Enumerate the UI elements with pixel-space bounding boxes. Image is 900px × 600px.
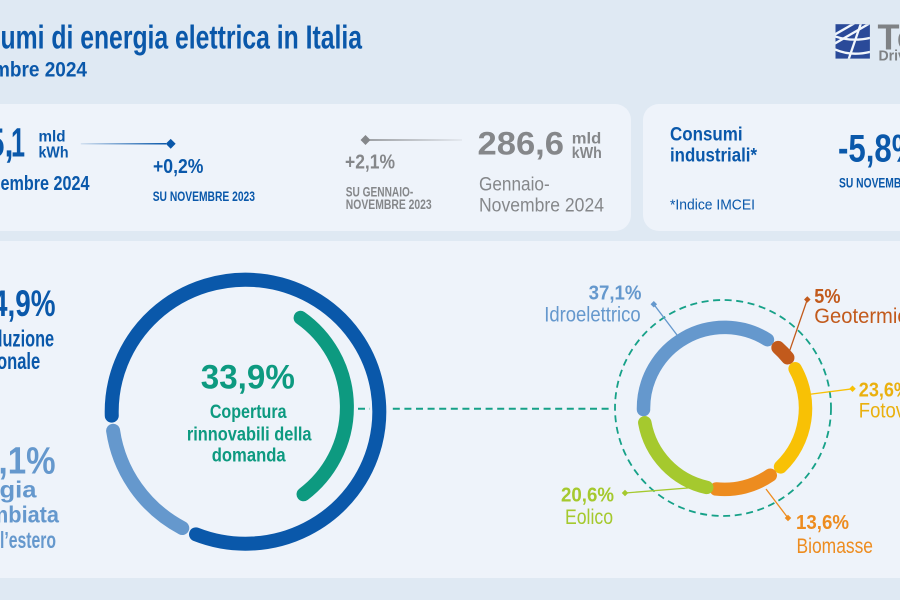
svg-text:Idroelettrico: Idroelettrico [544,303,640,326]
svg-text:*Indice IMCEI: *Indice IMCEI [670,198,755,214]
svg-text:l’estero: l’estero [0,527,56,553]
svg-text:rinnovabili della: rinnovabili della [187,424,312,445]
svg-text:4,9%: 4,9% [0,282,56,324]
svg-text:mbre 2024: mbre 2024 [0,57,87,81]
svg-text:Fotovoltaico: Fotovoltaico [859,400,900,423]
svg-text:Gennaio-: Gennaio- [479,174,550,195]
svg-text:5,: 5, [0,120,14,166]
svg-text:Copertura: Copertura [210,402,287,423]
svg-text:+2,1%: +2,1% [345,152,395,174]
svg-text:+0,2%: +0,2% [153,156,204,178]
svg-text:Geotermico: Geotermico [814,305,900,328]
svg-text:gia: gia [0,477,37,503]
svg-text:SU NOVEMBRE 2023: SU NOVEMBRE 2023 [153,189,256,204]
svg-text:SU NOVEMBRE 2023: SU NOVEMBRE 2023 [839,176,900,191]
svg-text:20,6%: 20,6% [561,485,614,507]
svg-text:Novembre 2024: Novembre 2024 [479,195,604,216]
svg-text:Biomasse: Biomasse [797,535,874,558]
svg-text:duzione: duzione [0,326,54,352]
svg-text:NOVEMBRE 2023: NOVEMBRE 2023 [346,197,432,212]
svg-text:Driving Energy: Driving Energy [879,49,900,65]
svg-text:SU GENNAIO-: SU GENNAIO- [346,185,414,200]
svg-text:Te: Te [878,17,900,58]
svg-text:mld: mld [572,131,602,148]
svg-text:kWh: kWh [39,145,69,162]
svg-text:33,9%: 33,9% [201,359,295,397]
svg-text:embre 2024: embre 2024 [1,173,91,195]
svg-text:onale: onale [0,348,40,374]
svg-text:-5,8%: -5,8% [838,128,900,171]
svg-text:Consumi: Consumi [670,125,743,146]
svg-text:mld: mld [39,129,66,146]
svg-text:Eolico: Eolico [565,506,613,529]
svg-text:13,6%: 13,6% [796,512,849,534]
svg-text:domanda: domanda [212,445,286,466]
svg-text:286,6: 286,6 [478,126,565,162]
svg-text:1: 1 [11,120,25,166]
svg-text:kWh: kWh [572,145,602,162]
svg-text:5%: 5% [814,286,840,308]
svg-text:industriali*: industriali* [670,146,758,167]
svg-text:23,6%: 23,6% [859,379,900,401]
svg-text:37,1%: 37,1% [589,283,642,305]
svg-text:umi di energia elettrica in It: umi di energia elettrica in Italia [1,19,363,56]
svg-text:,1%: ,1% [0,440,56,482]
svg-text:mbiata: mbiata [0,501,59,527]
